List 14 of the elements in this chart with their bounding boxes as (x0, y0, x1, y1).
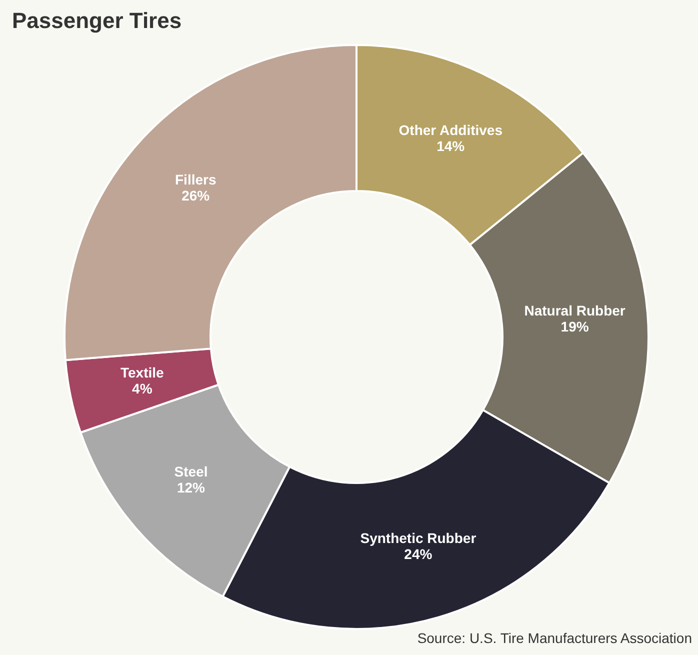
slice-label: Other Additives (398, 122, 503, 138)
slice-label: Synthetic Rubber (360, 530, 477, 546)
slice-label: Natural Rubber (524, 302, 626, 319)
data-label: 12% (176, 479, 206, 496)
data-label: 26% (182, 187, 210, 204)
data-label: 24% (404, 546, 433, 562)
source-note: Source: U.S. Tire Manufacturers Association (417, 630, 692, 646)
data-label: 19% (560, 318, 590, 335)
slice-label: Fillers (175, 171, 216, 188)
slice-label: Textile (120, 364, 164, 381)
data-label: 4% (132, 380, 153, 397)
chart-title: Passenger Tires (12, 8, 182, 34)
slice-label: Steel (174, 463, 208, 480)
data-label: 14% (436, 138, 466, 154)
